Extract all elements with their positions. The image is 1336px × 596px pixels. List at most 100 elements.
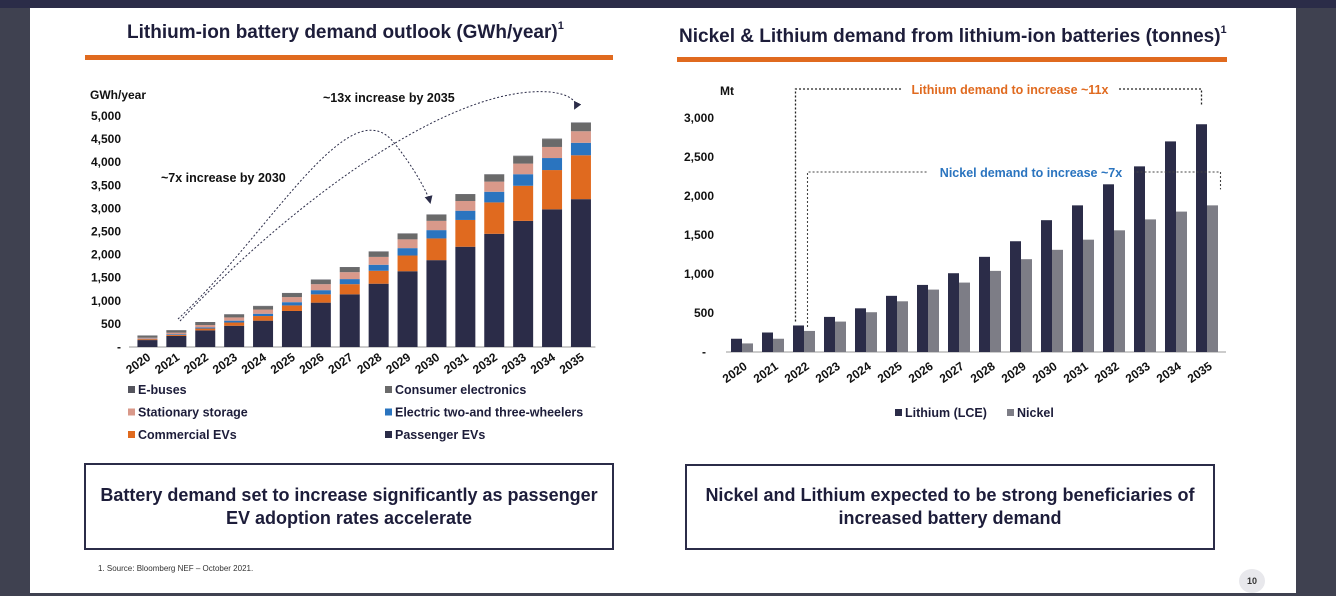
bar-lithium-lce-2022 [793,325,804,352]
left-x-tick-label: 2031 [441,350,471,377]
bar-commercial-evs-2020 [137,339,158,341]
bar-passenger-evs-2025 [281,310,302,347]
left-callout-box: Battery demand set to increase significa… [84,463,614,550]
bar-commercial-evs-2024 [253,316,274,321]
left-y-tick-label: 4,000 [91,155,121,169]
bar-lithium-lce-2027 [948,273,959,352]
bar-nickel-2033 [1145,219,1156,352]
bar-nickel-2035 [1207,205,1218,352]
legend-label-commercial-evs: Commercial EVs [138,428,237,442]
nickel-annotation-text: Nickel demand to increase ~7x [940,166,1122,180]
left-y-tick-label: 500 [101,317,121,331]
bar-electric-two-and-three-wheelers-2027 [339,279,360,285]
bar-passenger-evs-2035 [570,199,591,347]
left-x-tick-label: 2025 [268,350,298,377]
bar-stationary-storage-2035 [570,131,591,143]
bar-commercial-evs-2021 [166,334,187,336]
bar-electric-two-and-three-wheelers-2031 [455,210,476,220]
bar-nickel-2025 [897,301,908,352]
right-y-axis-title: Mt [720,84,734,98]
bar-commercial-evs-2026 [310,294,331,303]
left-x-tick-label: 2027 [326,350,356,377]
right-x-tick-label: 2023 [813,359,843,386]
legend-swatch-consumer-electronics [385,386,392,393]
right-y-tick-label: 3,000 [684,111,714,125]
bar-commercial-evs-2023 [224,322,245,326]
bar-nickel-2029 [1021,259,1032,352]
left-y-tick-label: 3,000 [91,201,121,215]
bar-passenger-evs-2021 [166,335,187,347]
bar-passenger-evs-2023 [224,325,245,347]
bar-commercial-evs-2031 [455,219,476,247]
bar-commercial-evs-2033 [513,185,534,221]
right-y-tick-label: 2,000 [684,189,714,203]
bar-lithium-lce-2026 [917,284,928,352]
left-y-tick-label: 2,000 [91,248,121,262]
bar-commercial-evs-2028 [368,270,389,284]
right-y-tick-label: 1,500 [684,228,714,242]
legend-swatch-electric-two-and-three-wheelers [385,408,392,416]
left-x-tick-label: 2024 [239,350,269,377]
battery-demand-chart: GWh/year - 500 1,000 1,500 2,000 2,500 3,000 3,5… [90,88,596,442]
right-x-tick-label: 2024 [844,359,874,386]
bar-lithium-lce-2028 [979,256,990,352]
left-x-tick-label: 2021 [152,350,182,377]
bar-lithium-lce-2029 [1010,241,1021,352]
lithium-annotation-bg [901,81,1119,97]
annotation-13x-text: ~13x increase by 2035 [323,91,455,105]
left-x-tick-label: 2032 [470,350,500,377]
legend-swatch-nickel [1007,409,1014,416]
left-x-tick-label: 2023 [210,350,240,377]
bar-stationary-storage-2020 [137,337,158,339]
bar-electric-two-and-three-wheelers-2022 [195,327,216,329]
annotation-7x-text: ~7x increase by 2030 [161,171,286,185]
bar-electric-two-and-three-wheelers-2021 [166,334,187,335]
left-y-tick-label: 4,500 [91,132,121,146]
slide-top-bar [0,0,1336,8]
bar-electric-two-and-three-wheelers-2023 [224,320,245,323]
bar-consumer-electronics-2022 [195,322,216,326]
bar-stationary-storage-2022 [195,325,216,328]
legend-label-consumer-electronics: Consumer electronics [395,383,526,397]
bar-nickel-2027 [959,282,970,352]
bar-lithium-lce-2034 [1165,141,1176,352]
bar-stationary-storage-2025 [281,297,302,303]
bar-passenger-evs-2026 [310,302,331,347]
bar-stationary-storage-2024 [253,309,274,314]
bar-lithium-lce-2024 [855,308,866,352]
bar-passenger-evs-2031 [455,246,476,347]
source-footnote: 1. Source: Bloomberg NEF – October 2021. [98,564,254,573]
bar-nickel-2032 [1114,230,1125,352]
left-title-footnote-mark: 1 [557,20,564,32]
bar-stationary-storage-2030 [426,220,447,231]
bar-lithium-lce-2033 [1134,166,1145,352]
bar-stationary-storage-2021 [166,332,187,335]
right-title-footnote-mark: 1 [1220,24,1227,36]
bar-nickel-2021 [773,338,784,352]
left-x-tick-label: 2020 [123,350,153,377]
right-accent-rule [677,57,1227,62]
bar-lithium-lce-2032 [1103,184,1114,352]
legend-swatch-lithium-lce [895,409,902,416]
legend-swatch-e-buses [128,386,135,393]
right-x-tick-label: 2028 [968,359,998,386]
bar-nickel-2020 [742,343,753,352]
left-chart-title: Lithium-ion battery demand outlook (GWh/… [127,20,564,44]
bar-lithium-lce-2020 [731,338,742,352]
bar-passenger-evs-2034 [542,209,563,347]
bar-commercial-evs-2034 [542,170,563,210]
bar-consumer-electronics-2033 [513,156,534,164]
bar-nickel-2024 [866,312,877,352]
bar-stationary-storage-2031 [455,201,476,211]
left-y-tick-label: 3,500 [91,178,121,192]
right-y-tick-label: 1,000 [684,267,714,281]
bar-commercial-evs-2035 [570,155,591,200]
bar-consumer-electronics-2026 [310,280,331,285]
right-x-tick-label: 2022 [782,359,812,386]
right-x-tick-label: 2021 [751,359,781,386]
right-x-tick-label: 2031 [1061,359,1091,386]
page-number: 10 [1239,569,1265,593]
right-y-tick-label: - [702,345,706,359]
bar-consumer-electronics-2029 [397,233,418,240]
bar-stationary-storage-2027 [339,272,360,280]
